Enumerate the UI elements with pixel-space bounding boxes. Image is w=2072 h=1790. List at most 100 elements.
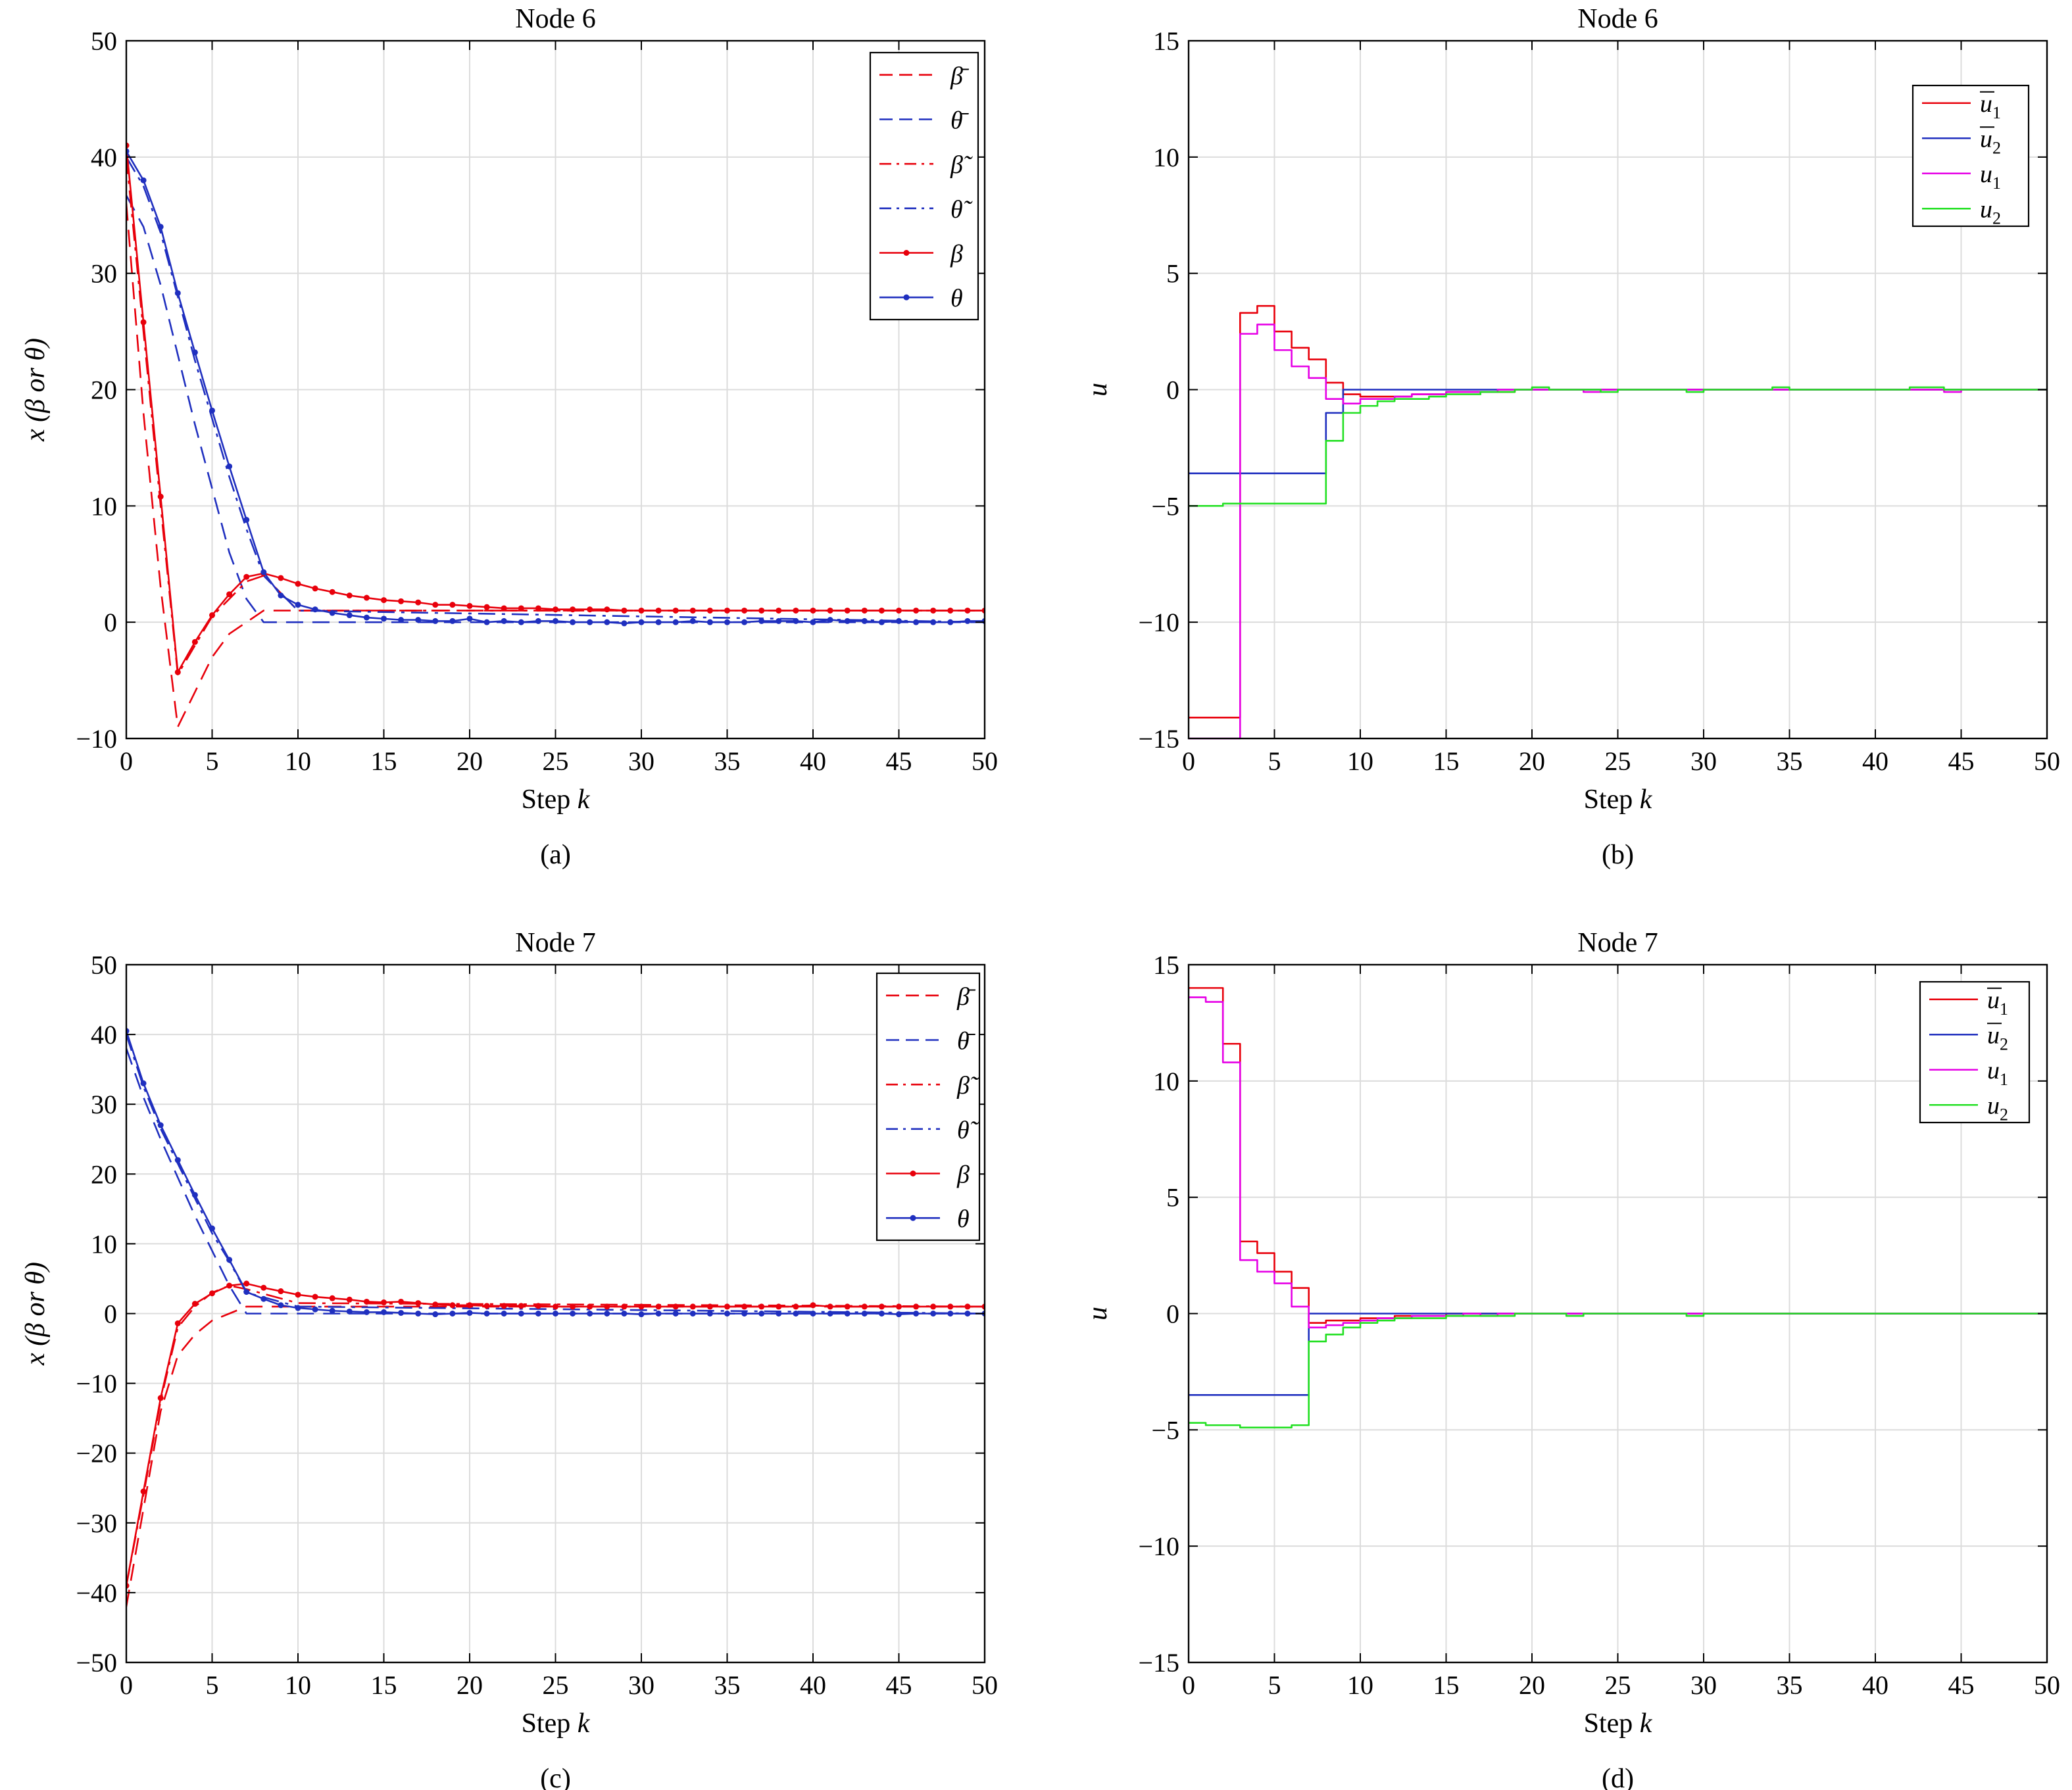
legend-box	[1912, 84, 2030, 228]
panel-title: Node 7	[1577, 928, 1658, 958]
data-point	[724, 619, 730, 625]
y-tick-label: −10	[1138, 1532, 1179, 1561]
data-point	[947, 1303, 954, 1310]
data-point	[518, 1303, 524, 1309]
x-tick-label: 30	[1690, 746, 1717, 776]
data-point	[689, 1303, 696, 1310]
data-point	[140, 177, 147, 183]
data-point	[209, 1290, 215, 1297]
data-point	[329, 1295, 335, 1301]
data-point	[896, 617, 902, 624]
panel-title: Node 6	[1577, 4, 1658, 34]
legend-label-4: β	[950, 241, 963, 268]
y-tick-label: 15	[1153, 26, 1179, 56]
x-tick-label: 0	[120, 1670, 133, 1700]
x-tick-label: 10	[285, 1670, 311, 1700]
data-point	[209, 407, 215, 414]
panel-caption: (b)	[1602, 840, 1634, 870]
panel-b: 0 5 10 15 20 25 30 35 40 45 50 −15 −10 −5 0 5 10 15 Node 6…	[1083, 4, 2060, 870]
legend-label-0: u1	[1980, 90, 2001, 122]
series-group	[126, 1028, 985, 1607]
data-point	[689, 617, 696, 624]
data-point	[758, 617, 765, 624]
data-point	[140, 1080, 147, 1086]
data-point	[535, 617, 541, 624]
x-axis-label: Step k	[1584, 1708, 1653, 1739]
x-tick-label: 35	[714, 746, 741, 776]
y-tick-label: −5	[1151, 491, 1179, 521]
data-point	[501, 1303, 507, 1309]
data-point	[758, 1311, 765, 1317]
data-point	[638, 607, 645, 614]
x-axis-label-space	[570, 785, 578, 815]
data-point	[398, 617, 405, 623]
data-point	[776, 607, 782, 614]
y-tick-label: 10	[91, 491, 117, 521]
panel-caption: (a)	[540, 840, 571, 870]
data-point	[501, 605, 507, 612]
x-axis-label-main: Step	[1584, 785, 1633, 815]
legend-label-4: β	[956, 1161, 970, 1189]
legend-label-sub: 1	[1992, 103, 2001, 122]
legend-label-1: u2	[1980, 125, 2001, 157]
data-point	[398, 1298, 405, 1305]
data-point	[689, 1311, 696, 1317]
data-point	[191, 1301, 198, 1307]
data-point	[432, 1301, 439, 1308]
data-point	[706, 1303, 713, 1310]
data-point	[570, 1311, 576, 1317]
data-point	[741, 619, 748, 625]
legend-label-base: u	[1980, 90, 1992, 118]
x-tick-label: 35	[1777, 746, 1803, 776]
data-point	[896, 607, 902, 614]
data-point	[191, 1192, 198, 1198]
data-point	[140, 319, 147, 326]
data-point	[449, 617, 456, 624]
data-point	[758, 607, 765, 614]
legend-label-sub: 2	[2000, 1034, 2008, 1053]
x-tick-label: 35	[714, 1670, 741, 1700]
legend-label-base: u	[1980, 125, 1992, 153]
y-axis-label: x (β or θ)	[20, 338, 51, 442]
data-point	[466, 1309, 473, 1316]
data-point	[260, 569, 267, 575]
data-point	[930, 1303, 937, 1310]
data-point	[741, 1303, 748, 1310]
panel-caption: (c)	[540, 1764, 571, 1790]
data-point	[621, 607, 628, 614]
data-point	[466, 616, 473, 622]
data-point	[878, 619, 885, 625]
x-tick-label: 0	[120, 746, 133, 776]
data-point	[346, 1308, 353, 1315]
data-point	[191, 639, 198, 645]
data-point	[415, 599, 422, 606]
data-point	[913, 1311, 920, 1317]
data-point	[415, 617, 422, 623]
data-point	[209, 1225, 215, 1232]
legend-box	[869, 51, 979, 321]
legend-label-sub: 1	[2000, 1000, 2008, 1019]
data-point	[827, 1311, 833, 1317]
data-point	[535, 1311, 541, 1317]
data-point	[553, 1303, 558, 1310]
x-axis-label-var: k	[578, 785, 591, 815]
data-point	[793, 1311, 799, 1317]
data-point	[913, 1303, 920, 1310]
data-point	[570, 1303, 576, 1310]
legend-label-sub: 2	[2000, 1105, 2008, 1124]
data-point	[604, 1311, 610, 1317]
y-tick-label: −15	[1138, 1648, 1179, 1678]
data-point	[432, 617, 439, 624]
data-point	[312, 1294, 318, 1300]
x-tick-label: 20	[1519, 1670, 1545, 1700]
x-axis-label-var: k	[1640, 785, 1653, 815]
x-tick-label: 0	[1182, 1670, 1195, 1700]
data-point	[415, 1311, 422, 1317]
x-tick-label: 10	[1347, 746, 1373, 776]
legend-label-base: u	[1987, 1057, 2000, 1084]
x-tick-label: 45	[886, 746, 912, 776]
y-tick-label: 50	[91, 950, 117, 980]
